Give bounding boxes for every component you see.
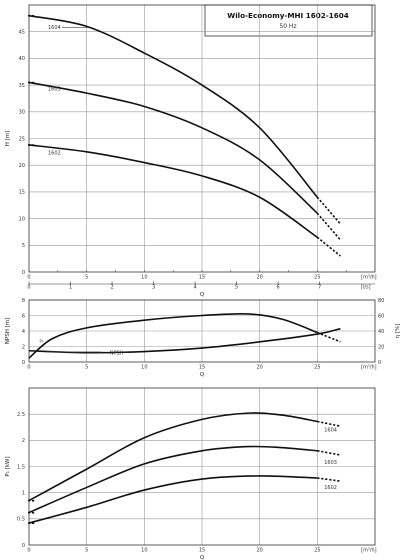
y-tick-label: 0 [22,270,25,276]
x-tick-label: 5 [85,275,88,281]
y-right-axis-label: η [%] [395,324,401,339]
q-label: Q [200,555,205,560]
plot-frame [28,299,376,363]
x-axis-unit: [m³/h] [361,365,377,371]
x-axis-unit: [m³/h] [361,548,377,554]
x-tick-label: 0 [27,365,30,371]
x-tick-label: 15 [199,365,205,371]
ls-axis-unit: [l/s] [361,285,371,291]
y-tick-label: 6 [22,313,25,319]
series-label-1602: 1602 [324,485,337,491]
series-extension-1603 [316,212,342,241]
series-label-1603: 1603 [324,460,337,466]
series-label-1604: 1604 [324,427,337,433]
x-tick-label: 25 [314,548,320,554]
y-tick-label: 10 [19,216,25,222]
series-line-1603 [28,445,318,514]
y-tick-label: 0.5 [17,517,25,523]
series-line-1604 [28,14,318,198]
y-axis-label: H [m] [5,131,11,147]
y-right-tick-label: 40 [378,329,384,335]
ls-tick-label: 3 [152,285,155,291]
x-tick-label: 0 [27,548,30,554]
y-tick-label: 1.5 [17,464,25,470]
y-right-tick-label: 20 [378,344,384,350]
series-label-eta: η [38,338,44,345]
series-label-npsh: NPSH [110,350,124,356]
x-tick-label: 10 [141,365,147,371]
ls-tick-label: 5 [235,285,238,291]
ls-tick-label: 6 [277,285,280,291]
x-tick-label: 25 [314,365,320,371]
y-tick-label: 25 [19,136,25,142]
y-tick-label: 20 [19,163,25,169]
x-tick-label: 5 [85,548,88,554]
y-tick-label: 45 [19,30,25,36]
series-line-NPSH [28,327,341,354]
x-tick-label: 20 [256,548,262,554]
y-right-tick-label: 60 [378,313,384,319]
q-label: Q [200,292,205,298]
chart-title: Wilo-Economy-MHI 1602-1604 [227,11,348,20]
x-tick-label: 0 [27,275,30,281]
series-line-η [28,312,318,359]
ls-tick-label: 7 [318,285,321,291]
y-right-tick-label: 80 [378,298,384,304]
title-box: Wilo-Economy-MHI 1602-1604 50 Hz [204,4,373,37]
x-tick-label: 25 [314,275,320,281]
series-extension-1602 [316,236,341,257]
y-tick-label: 2.5 [17,412,25,418]
series-extension-1603 [317,450,341,456]
ls-tick-label: 4 [193,285,196,291]
x-tick-label: 10 [141,275,147,281]
series-label-1604: 1604 [48,25,61,31]
x-axis-unit: [m³/h] [361,275,377,281]
series-line-1604 [28,412,318,502]
q-label: Q [200,372,205,378]
y-tick-label: 0 [22,360,25,366]
y-tick-label: 30 [19,110,25,116]
ls-tick-label: 0 [27,285,30,291]
y-tick-label: 2 [22,344,25,350]
series-label-1603: 1603 [48,86,61,92]
y-axis-label: P₁ [kW] [5,456,11,476]
ls-tick-label: 1 [69,285,72,291]
y-tick-label: 15 [19,190,25,196]
series-line-1603 [28,81,318,214]
series-line-1602 [28,475,318,524]
y-tick-label: 8 [22,298,25,304]
y-tick-label: 2 [22,438,25,444]
series-extension-1604 [317,420,341,427]
x-tick-label: 15 [199,275,205,281]
series-extension-1604 [316,196,342,225]
x-tick-label: 10 [141,548,147,554]
series-label-1602: 1602 [48,151,61,157]
x-tick-label: 15 [199,548,205,554]
y-tick-label: 0 [22,543,25,549]
power-panel: 0 0.5 1 1.5 2 2.5 0 5 10 15 20 25 [m³/h] P₁ [kW] Q 1604… [5,387,377,560]
series-extension-1602 [317,477,341,482]
y-tick-label: 40 [19,56,25,62]
title-box-frame [204,4,373,37]
ls-tick-label: 2 [110,285,113,291]
x-tick-label: 5 [85,365,88,371]
series-line-1602 [28,144,318,238]
chart-subtitle: 50 Hz [279,23,296,30]
y-right-tick-label: 0 [378,360,381,366]
y-tick-label: 4 [22,329,25,335]
y-tick-label: 35 [19,83,25,89]
x-tick-label: 20 [256,275,262,281]
y-axis-label: NPSH [m] [5,318,11,344]
y-tick-label: 5 [22,243,25,249]
y-tick-label: 1 [22,490,25,496]
plot-frame [28,387,376,546]
x-tick-label: 20 [256,365,262,371]
